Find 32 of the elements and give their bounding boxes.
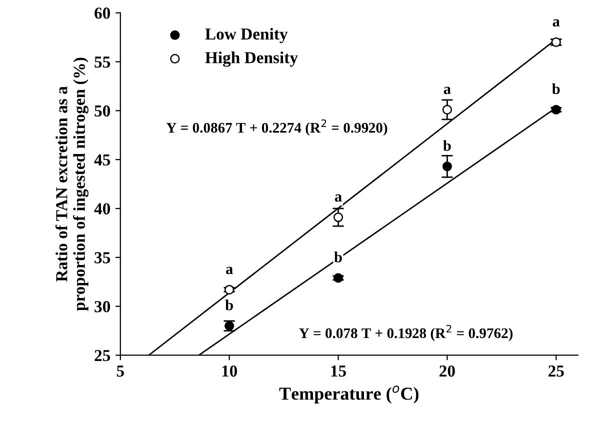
point (442, 162, 452, 172)
x-tick-label: 10 (222, 365, 238, 377)
x-tick-label: 15 (331, 366, 346, 377)
legend-label: Low Denity (205, 28, 288, 44)
y-tick-label: 35 (94, 252, 110, 264)
y-tick-label: 60 (94, 8, 110, 19)
x-axis-title: Temperature ($^{o}$C) (279, 386, 418, 404)
annotation: a (334, 194, 342, 202)
point (551, 104, 561, 114)
annotation: b (552, 83, 560, 94)
annotation: a (552, 19, 560, 27)
point (333, 212, 344, 222)
point (442, 104, 452, 114)
y-tick-label: 50 (94, 105, 110, 117)
x-tick-label: 20 (440, 365, 455, 377)
x-tick-label: 5 (116, 366, 124, 377)
y-axis-title: Ratio of TAN excretion as a proportion of ingested nitrogen (%) (55, 58, 88, 311)
annotation: a (444, 86, 451, 94)
y-tick-label: 25 (94, 350, 110, 362)
point (224, 284, 234, 294)
x-tick-label: 25 (548, 365, 564, 377)
annotation: b (443, 140, 451, 151)
legend-label: High Density (205, 52, 298, 67)
y-tick-label: 40 (94, 203, 110, 214)
y-tick-label: 55 (94, 56, 110, 68)
y-tick-label: 30 (94, 301, 110, 312)
annotation: Y = 0.078 T + 0.1928 (R$^{2}$ = 0.9762) (299, 324, 513, 342)
annotation: b (334, 252, 342, 262)
annotation: b (225, 300, 233, 310)
y-tick-label: 45 (94, 154, 110, 166)
annotation: Y = 0.0867 T + 0.2274 (R$^{2}$ = 0.9920) (166, 119, 388, 136)
annotation: a (226, 266, 233, 274)
